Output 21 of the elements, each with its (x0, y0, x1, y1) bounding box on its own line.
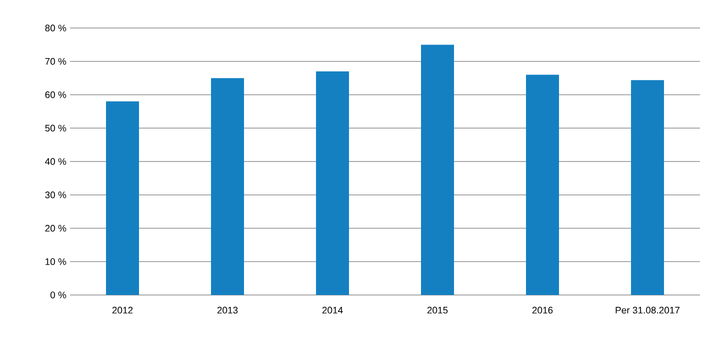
bar (631, 80, 664, 295)
x-tick-label: Per 31.08.2017 (616, 306, 680, 314)
y-tick-label: 10 % (46, 258, 66, 265)
bar (526, 74, 559, 295)
y-tick-label: 30 % (45, 192, 66, 198)
x-tick-label: 2013 (217, 306, 238, 314)
y-tick-label: 70 % (45, 58, 66, 65)
x-tick-label: 2016 (532, 306, 553, 314)
y-tick-label: 60 % (45, 91, 66, 98)
y-tick-label: 20 % (45, 224, 66, 232)
y-tick-label: 40 % (45, 158, 66, 165)
bar (106, 101, 139, 295)
bar (421, 44, 454, 295)
y-tick-label: 80 % (45, 24, 66, 32)
x-tick-label: 2015 (427, 306, 448, 314)
x-tick-label: 2014 (322, 306, 343, 314)
y-tick-label: 0 % (50, 292, 66, 298)
y-tick-label: 50 % (45, 124, 66, 132)
bar (316, 71, 349, 295)
x-tick-label: 2012 (112, 306, 133, 314)
bar (211, 78, 244, 295)
